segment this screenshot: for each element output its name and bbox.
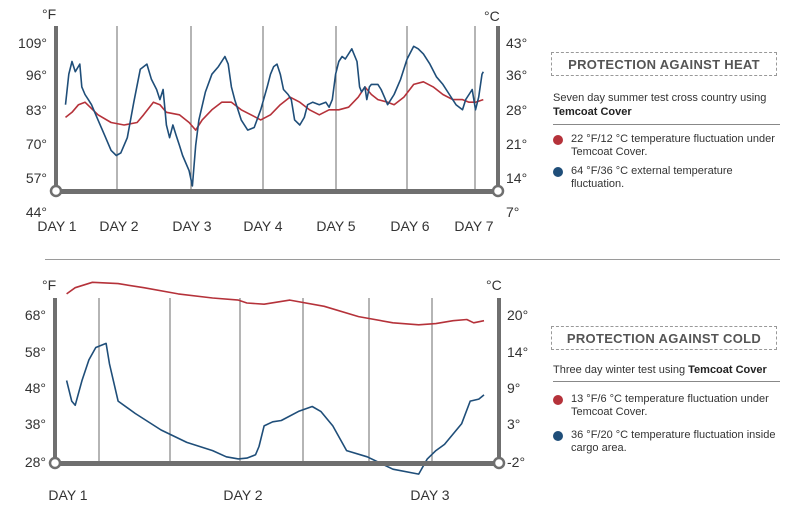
heat-series-inside-line [65,81,484,131]
heat-right-post [496,26,500,191]
cold-y-tick: 28° [25,454,46,470]
heat-frame [49,26,505,198]
cold-bottom-bar [55,461,499,466]
heat-y-tick: 109° [18,35,47,51]
cold-panel-title: PROTECTION AGAINST COLD [551,326,777,350]
heat-y2-tick: 43° [506,35,527,51]
cold-right-unit: °C [486,277,502,293]
heat-day-label: DAY 3 [172,218,211,234]
section-divider [45,259,780,260]
cold-day-label: DAY 2 [223,487,262,503]
cold-y2-tick: -2° [507,454,525,470]
cold-description-bold: Temcoat Cover [688,364,767,376]
heat-left-knob [49,184,63,198]
heat-y-tick: 44° [26,204,47,220]
heat-left-unit: °F [42,6,56,22]
cold-right-post [497,298,501,463]
heat-left-post [54,26,58,191]
cold-description-text: Three day winter test using [553,364,686,376]
heat-bottom-bar [56,189,498,194]
heat-day-label: DAY 7 [454,218,493,234]
cold-y2-tick: 14° [507,344,528,360]
heat-y2-tick: 7° [506,204,519,220]
cold-y-tick: 38° [25,416,46,432]
heat-legend-item-inside: 22 °F/12 °C temperature fluctuation unde… [553,133,783,161]
heat-y2-tick: 36° [506,67,527,83]
cold-legend-item-inside: 13 °F/6 °C temperature fluctuation under… [553,393,783,421]
cold-y-tick: 68° [25,307,46,323]
heat-description-bold: Temcoat Cover [553,106,632,118]
heat-day-label: DAY 6 [390,218,429,234]
heat-lines [64,45,485,187]
heat-description-rule [553,124,780,125]
cold-right-knob [492,456,506,470]
cold-frame [48,298,506,470]
heat-day-label: DAY 1 [37,218,76,234]
heat-ticks: 109° 96° 83° 70° 57° 44° 43° 36° 28° 21° 14° 7° DAY … [18,35,527,234]
heat-series-outside-line [64,45,485,187]
cold-grid [98,298,433,463]
heat-right-knob [491,184,505,198]
heat-y2-tick: 21° [506,136,527,152]
cold-series-outside-line [65,342,485,475]
cold-description: Three day winter test using Temcoat Cove… [553,363,783,377]
cold-lines [65,281,485,475]
cold-y2-tick: 9° [507,380,520,396]
cold-legend-inside-label: 13 °F/6 °C temperature fluctuation under… [571,393,769,418]
heat-legend-inside-label: 22 °F/12 °C temperature fluctuation unde… [571,133,775,158]
heat-legend-external-label: 64 °F/36 °C external temperature fluctua… [571,165,733,190]
cold-left-knob [48,456,62,470]
heat-day-label: DAY 2 [99,218,138,234]
red-dot-icon [553,395,563,405]
cold-series-inside-line [66,281,485,326]
heat-y-tick: 57° [26,170,47,186]
cold-y-tick: 58° [25,344,46,360]
heat-day-label: DAY 4 [243,218,282,234]
heat-panel-title: PROTECTION AGAINST HEAT [551,52,777,76]
cold-day-label: DAY 1 [48,487,87,503]
heat-description-text: Seven day summer test cross country usin… [553,92,767,104]
cold-day-label: DAY 3 [410,487,449,503]
blue-dot-icon [553,167,563,177]
cold-ticks: 68° 58° 48° 38° 28° 20° 14° 9° 3° -2° DAY 1 DAY 2 DA… [25,307,528,503]
heat-y-tick: 83° [26,102,47,118]
cold-legend-cargo-label: 36 °F/20 °C temperature fluctuation insi… [571,429,776,454]
cold-y2-tick: 3° [507,416,520,432]
heat-description: Seven day summer test cross country usin… [553,91,783,119]
heat-y2-tick: 14° [506,170,527,186]
red-dot-icon [553,135,563,145]
blue-dot-icon [553,431,563,441]
cold-left-unit: °F [42,277,56,293]
cold-legend-item-cargo: 36 °F/20 °C temperature fluctuation insi… [553,429,783,457]
heat-right-unit: °C [484,8,500,24]
heat-y-tick: 96° [26,67,47,83]
heat-y-tick: 70° [26,136,47,152]
heat-day-label: DAY 5 [316,218,355,234]
heat-legend-item-external: 64 °F/36 °C external temperature fluctua… [553,165,783,193]
cold-description-rule [553,381,780,382]
cold-left-post [53,298,57,463]
cold-y-tick: 48° [25,380,46,396]
cold-y2-tick: 20° [507,307,528,323]
heat-y2-tick: 28° [506,102,527,118]
